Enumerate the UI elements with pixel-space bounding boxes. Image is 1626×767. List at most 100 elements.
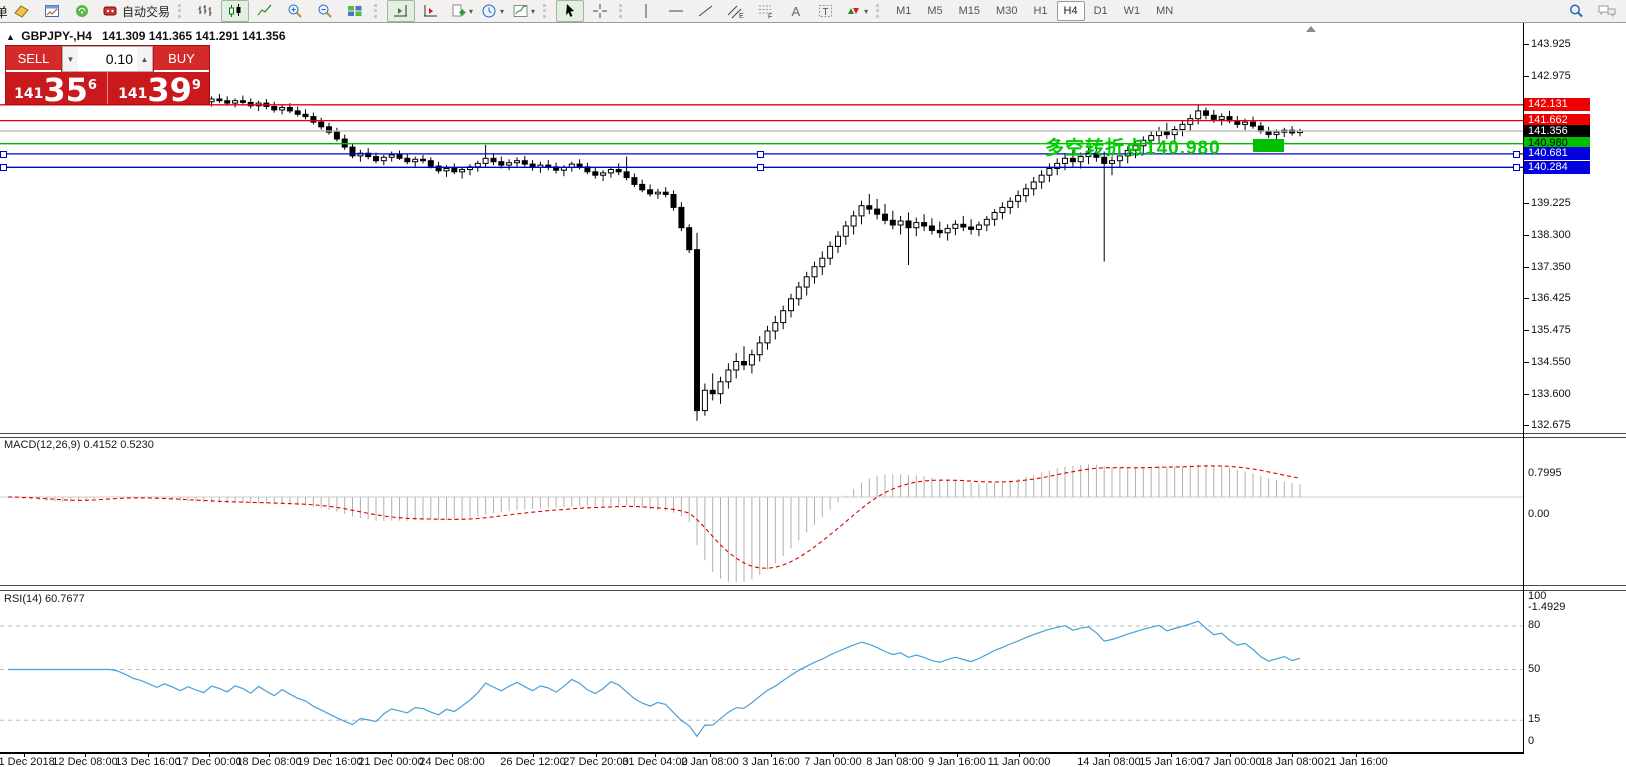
tf-m5-button[interactable]: M5 (927, 5, 943, 17)
vertical-line-button[interactable] (632, 0, 660, 22)
volume-input[interactable] (78, 47, 137, 71)
tf-d1-button[interactable]: D1 (1093, 5, 1108, 17)
time-tick (533, 752, 534, 757)
chart-title: ▲ GBPJPY-,H4 141.309 141.365 141.291 141… (6, 29, 286, 43)
symbol-period: GBPJPY-,H4 (21, 29, 92, 43)
time-axis-label: 13 Dec 16:00 (115, 756, 181, 767)
time-tick (771, 752, 772, 757)
line-handle[interactable] (0, 164, 7, 172)
crosshair-button[interactable] (586, 0, 614, 22)
macd-axis-label: 0.7995 (1528, 467, 1562, 479)
auto-scroll-button[interactable] (387, 0, 416, 22)
time-axis-label: 17 Jan 00:00 (1198, 756, 1262, 767)
rsi-axis-label: 0 (1528, 735, 1535, 747)
line-handle[interactable] (0, 150, 7, 158)
indicators-icon (512, 3, 530, 19)
candlestick-chart-button[interactable] (221, 0, 250, 22)
signals-button[interactable] (68, 0, 96, 22)
price-tick: 137.350 (1524, 260, 1571, 273)
new-chart-button[interactable] (38, 0, 66, 22)
arrows-button[interactable]: ▾ (842, 0, 871, 22)
time-tick (895, 752, 896, 757)
chevron-down-icon: ▾ (864, 6, 869, 16)
indicators-button[interactable]: ▾ (509, 0, 538, 22)
autotrading-button[interactable]: 自动交易 (98, 0, 173, 22)
time-tick (596, 752, 597, 757)
price-chart-canvas[interactable] (0, 23, 1523, 433)
line-chart-button[interactable] (251, 0, 279, 22)
scroll-position-marker (1306, 26, 1316, 32)
zoom-out-button[interactable] (311, 0, 339, 22)
svg-text:A: A (792, 4, 801, 19)
chat-button[interactable] (1593, 0, 1621, 22)
text-button[interactable]: A (782, 0, 810, 22)
time-tick (957, 752, 958, 757)
pivot-rectangle-object[interactable] (1253, 139, 1284, 152)
buy-button[interactable]: BUY (154, 46, 209, 72)
time-axis-label: 7 Jan 00:00 (804, 756, 862, 767)
rsi-axis-label: 100 (1528, 590, 1547, 602)
cursor-button[interactable] (556, 0, 585, 22)
tile-windows-button[interactable] (341, 0, 369, 22)
chart-shift-button[interactable] (417, 0, 445, 22)
tf-mn-button[interactable]: MN (1156, 5, 1174, 17)
arrows-icon (845, 3, 863, 19)
tf-m30-button[interactable]: M30 (996, 5, 1018, 17)
templates-button[interactable]: ▾ (447, 0, 476, 22)
time-tick (833, 752, 834, 757)
tf-w1-button[interactable]: W1 (1123, 5, 1141, 17)
pane-separator[interactable] (0, 433, 1626, 438)
equidistant-channel-button[interactable]: E (722, 0, 750, 22)
signal-icon (73, 3, 91, 19)
search-button[interactable] (1563, 0, 1591, 22)
time-tick (655, 752, 656, 757)
line-handle[interactable] (757, 164, 764, 172)
volume-down-button[interactable]: ▼ (63, 47, 78, 71)
line-handle[interactable] (1513, 164, 1520, 172)
time-axis-label: 14 Jan 08:00 (1077, 756, 1141, 767)
periods-button[interactable]: ▾ (478, 0, 507, 22)
price-tick: 132.675 (1524, 419, 1571, 431)
new-order-button[interactable] (8, 0, 36, 22)
time-tick (452, 752, 453, 757)
time-tick (1230, 752, 1231, 757)
time-tick (1171, 752, 1172, 757)
text-label-button[interactable]: T (812, 0, 840, 22)
rsi-pane-canvas[interactable] (0, 591, 1523, 752)
time-axis-label: 26 Dec 12:00 (500, 756, 566, 767)
toolbar-grip (374, 4, 382, 18)
candlestick-chart-icon (226, 3, 244, 19)
zoom-in-button[interactable] (281, 0, 309, 22)
line-handle[interactable] (1513, 150, 1520, 158)
horizontal-line-button[interactable] (662, 0, 690, 22)
trendline-button[interactable] (692, 0, 720, 22)
bar-chart-button[interactable] (191, 0, 219, 22)
line-handle[interactable] (757, 150, 764, 158)
macd-pane-canvas[interactable] (0, 437, 1523, 585)
rsi-value: 60.7677 (44, 593, 85, 605)
sell-price-display[interactable]: 141 35 6 (14, 71, 97, 109)
price-tick: 143.925 (1524, 38, 1571, 50)
toolbar-grip (876, 4, 884, 18)
fibonacci-button[interactable]: F (752, 0, 780, 22)
tf-m1-button[interactable]: M1 (896, 5, 912, 17)
buy-price-display[interactable]: 141 39 9 (118, 71, 201, 109)
time-tick (710, 752, 711, 757)
horizontal-line-icon (667, 3, 685, 19)
tf-m15-button[interactable]: M15 (958, 5, 981, 17)
price-level-flag: 140.980 (1524, 137, 1590, 151)
sell-button[interactable]: SELL (6, 46, 61, 72)
text-label-icon: T (817, 3, 835, 19)
chart-window: ▲ GBPJPY-,H4 141.309 141.365 141.291 141… (0, 23, 1626, 767)
tile-windows-icon (346, 3, 364, 19)
volume-up-button[interactable]: ▲ (137, 47, 152, 71)
tf-h1-button[interactable]: H1 (1033, 5, 1048, 17)
time-axis-label: 15 Jan 16:00 (1139, 756, 1203, 767)
ohlc-values: 141.309 141.365 141.291 141.356 (102, 29, 286, 43)
time-tick (209, 752, 210, 757)
pane-separator[interactable] (0, 585, 1626, 591)
tf-h4-button[interactable]: H4 (1056, 1, 1085, 21)
price-level-flag: 141.662 (1524, 114, 1590, 128)
pivot-annotation-text[interactable]: 多空转折点140.980 (1045, 138, 1221, 159)
template-icon (450, 3, 468, 19)
